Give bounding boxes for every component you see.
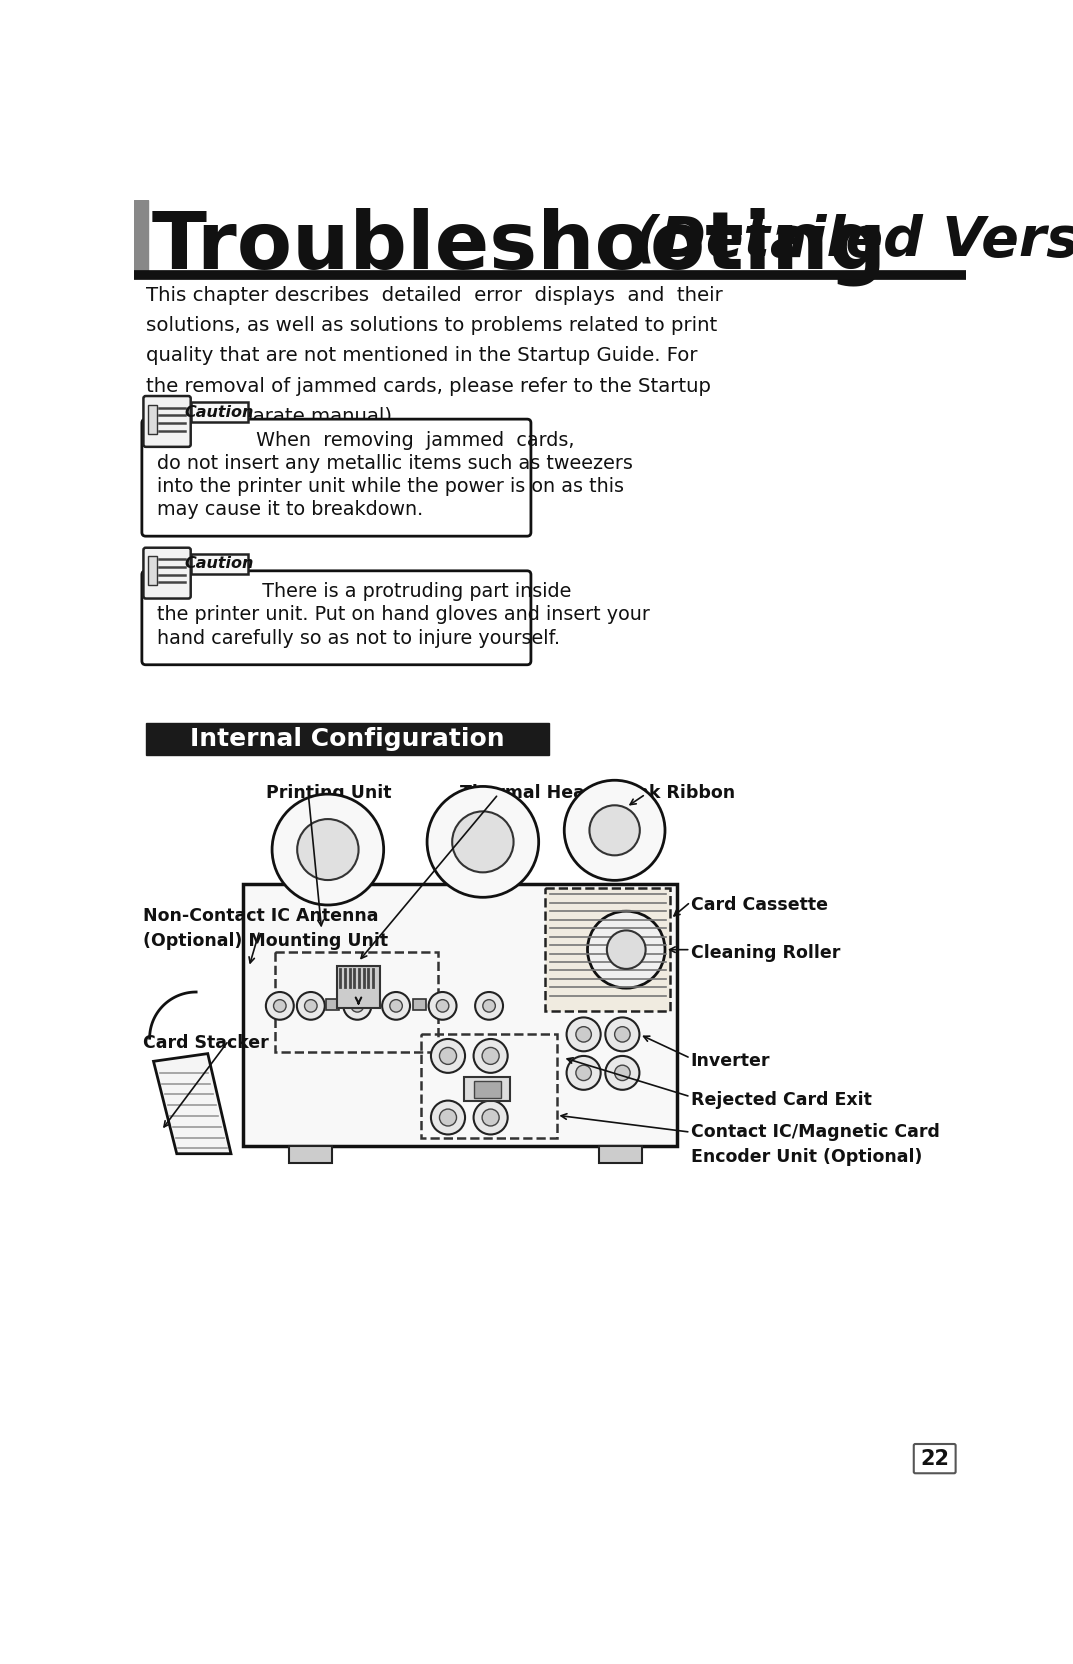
Bar — [242, 884, 677, 1146]
Circle shape — [427, 787, 539, 897]
Circle shape — [576, 1065, 591, 1080]
Bar — [134, 200, 148, 275]
Bar — [473, 1080, 501, 1098]
Text: Card Stacker: Card Stacker — [144, 1035, 269, 1052]
Text: When  removing  jammed  cards,: When removing jammed cards, — [250, 431, 575, 449]
Circle shape — [567, 1057, 601, 1090]
Text: hand carefully so as not to injure yourself.: hand carefully so as not to injure yours… — [157, 629, 560, 647]
Circle shape — [615, 1065, 630, 1080]
Circle shape — [440, 1047, 456, 1065]
Text: There is a protruding part inside: There is a protruding part inside — [250, 582, 572, 601]
Circle shape — [297, 819, 358, 880]
Bar — [413, 998, 426, 1010]
Circle shape — [615, 1027, 630, 1042]
Circle shape — [297, 992, 325, 1020]
Circle shape — [607, 930, 646, 968]
Text: the printer unit. Put on hand gloves and insert your: the printer unit. Put on hand gloves and… — [157, 606, 649, 624]
Text: Rejected Card Exit: Rejected Card Exit — [691, 1090, 871, 1108]
Circle shape — [351, 1000, 364, 1012]
Bar — [545, 889, 671, 1012]
Text: Caution: Caution — [185, 404, 254, 419]
Circle shape — [605, 1017, 640, 1052]
Circle shape — [482, 1047, 499, 1065]
Bar — [275, 952, 438, 1052]
FancyBboxPatch shape — [914, 1444, 956, 1473]
Circle shape — [431, 1038, 465, 1073]
Circle shape — [431, 1100, 465, 1135]
Text: Caution: Caution — [185, 556, 254, 571]
Text: Cleaning Roller: Cleaning Roller — [691, 943, 840, 962]
Bar — [148, 404, 158, 434]
Bar — [148, 556, 158, 586]
Circle shape — [567, 1017, 601, 1052]
Text: 22: 22 — [921, 1449, 950, 1469]
Circle shape — [475, 992, 503, 1020]
Text: Troubleshooting: Troubleshooting — [151, 208, 886, 286]
Circle shape — [473, 1038, 508, 1073]
Bar — [146, 722, 548, 755]
Text: do not insert any metallic items such as tweezers: do not insert any metallic items such as… — [157, 454, 632, 473]
Bar — [464, 1077, 510, 1102]
Circle shape — [440, 1108, 456, 1127]
Text: Thermal Head: Thermal Head — [459, 784, 597, 802]
FancyBboxPatch shape — [144, 396, 191, 448]
Circle shape — [483, 1000, 496, 1012]
Text: into the printer unit while the power is on as this: into the printer unit while the power is… — [157, 478, 623, 496]
Bar — [421, 1035, 557, 1138]
Circle shape — [437, 1000, 449, 1012]
Circle shape — [589, 805, 640, 855]
Circle shape — [588, 912, 665, 988]
Circle shape — [428, 992, 456, 1020]
Text: This chapter describes  detailed  error  displays  and  their
solutions, as well: This chapter describes detailed error di… — [146, 286, 722, 426]
Circle shape — [482, 1108, 499, 1127]
Circle shape — [343, 992, 371, 1020]
Circle shape — [564, 780, 665, 880]
FancyBboxPatch shape — [144, 547, 191, 599]
Text: Printing Unit: Printing Unit — [266, 784, 392, 802]
Bar — [326, 998, 339, 1010]
Circle shape — [382, 992, 410, 1020]
FancyBboxPatch shape — [191, 554, 248, 574]
Text: Non-Contact IC Antenna
(Optional) Mounting Unit: Non-Contact IC Antenna (Optional) Mounti… — [144, 907, 388, 950]
FancyBboxPatch shape — [142, 571, 531, 664]
Text: Ink Ribbon: Ink Ribbon — [630, 784, 735, 802]
Circle shape — [473, 1100, 508, 1135]
Text: Card Cassette: Card Cassette — [691, 895, 827, 914]
Text: Contact IC/Magnetic Card
Encoder Unit (Optional): Contact IC/Magnetic Card Encoder Unit (O… — [691, 1123, 940, 1166]
Circle shape — [389, 1000, 402, 1012]
Text: Internal Configuration: Internal Configuration — [190, 727, 504, 750]
Bar — [289, 1146, 332, 1163]
Bar — [337, 965, 380, 1008]
FancyBboxPatch shape — [191, 403, 248, 423]
Circle shape — [452, 812, 514, 872]
Bar — [599, 1146, 642, 1163]
Polygon shape — [153, 1053, 231, 1153]
Circle shape — [273, 794, 384, 905]
Text: may cause it to breakdown.: may cause it to breakdown. — [157, 499, 423, 519]
Text: Inverter: Inverter — [691, 1052, 770, 1070]
Circle shape — [605, 1057, 640, 1090]
Circle shape — [274, 1000, 286, 1012]
Circle shape — [305, 1000, 318, 1012]
Circle shape — [266, 992, 294, 1020]
Text: (Detailed Version): (Detailed Version) — [615, 213, 1073, 268]
FancyBboxPatch shape — [142, 419, 531, 536]
Circle shape — [576, 1027, 591, 1042]
